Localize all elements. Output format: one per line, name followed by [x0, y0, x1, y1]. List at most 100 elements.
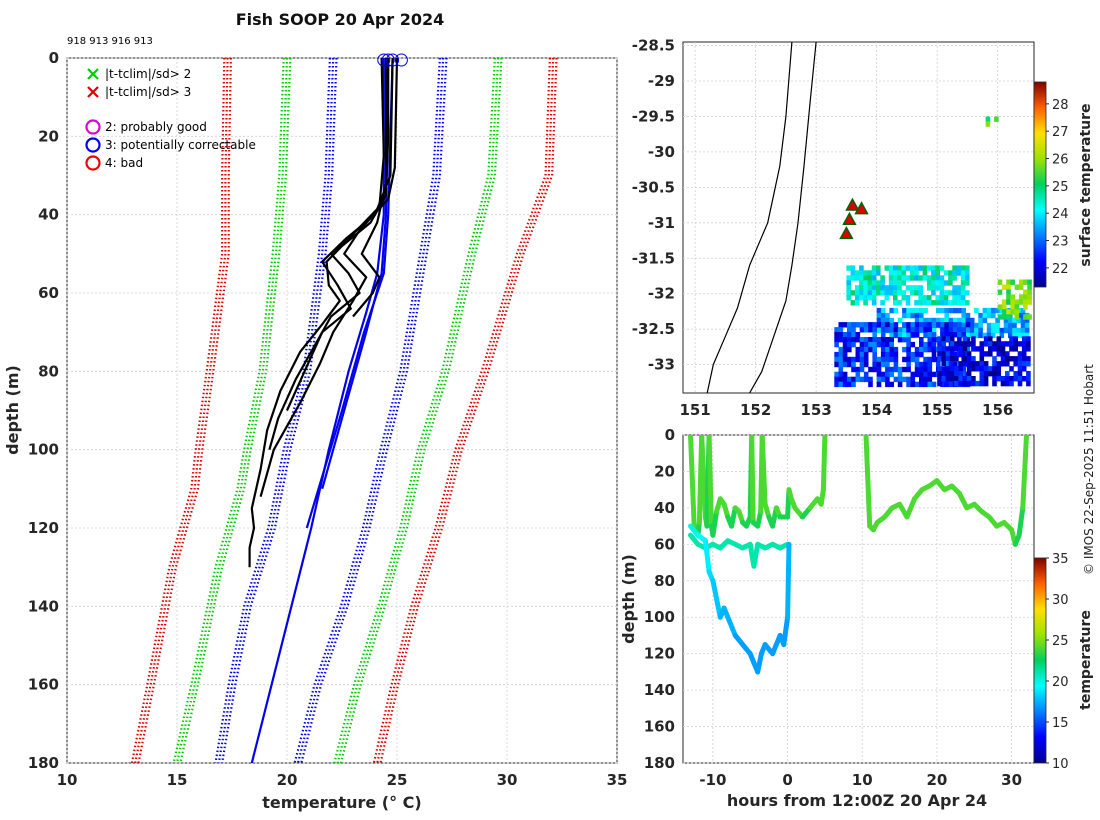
sst-cell [914, 356, 920, 363]
sst-cell [876, 366, 882, 373]
sst-cell [906, 332, 911, 339]
sst-cell [952, 300, 957, 306]
sst-cell [982, 317, 988, 324]
sst-cell [962, 356, 968, 362]
legend-label: |t-tclim|/sd> 2 [105, 67, 191, 81]
sst-cell [958, 366, 963, 372]
sst-cell [880, 285, 885, 291]
sst-cell [958, 341, 963, 347]
map-y-tick-label: -33 [648, 356, 675, 374]
depth-track-segment [777, 541, 791, 551]
sst-cell [876, 317, 882, 324]
sst-cell [863, 270, 868, 276]
sst-cell [1021, 356, 1027, 362]
sst-cell [996, 366, 1002, 372]
map-y-tick-label: -31 [648, 214, 675, 232]
sst-cell [978, 312, 983, 319]
sst-cell [910, 322, 916, 328]
sst-cell [991, 332, 996, 339]
sst-cell [937, 356, 942, 362]
timeseries-panel: -10 0 10 20 30 0 20 40 60 80 100 120 140 160 180 10 15… [619, 426, 1094, 810]
sst-cell [855, 356, 861, 363]
sst-cell [876, 270, 881, 276]
sst-cell [952, 317, 958, 324]
timeseries-y-tick-label: 40 [654, 499, 675, 517]
timeseries-colorbar-tick-label: 30 [1052, 593, 1069, 608]
sst-cell [943, 300, 949, 306]
sst-cell [851, 337, 856, 343]
sst-cell [940, 307, 945, 314]
sst-cell [1017, 371, 1023, 377]
sst-cell [897, 337, 903, 343]
sst-cell [880, 351, 886, 358]
sst-cell [1005, 341, 1010, 347]
sst-cell [888, 270, 894, 276]
sst-cell [914, 346, 920, 353]
sst-cell [919, 317, 924, 324]
sst-cell [986, 322, 992, 329]
sst-cell [1012, 317, 1017, 324]
sst-cell [872, 327, 877, 333]
sst-cell [906, 361, 911, 368]
sst-cell [1010, 304, 1015, 310]
sst-cell [885, 312, 890, 319]
sst-cell [1005, 361, 1010, 367]
sst-cell [889, 337, 894, 343]
sst-cell [847, 322, 852, 328]
sst-cell [979, 371, 985, 377]
sst-cell [1006, 294, 1011, 300]
sst-cell [902, 376, 907, 383]
sst-cell [1023, 289, 1028, 295]
black-profiles [248, 58, 399, 568]
sst-cell [975, 366, 980, 372]
sst-cell [945, 346, 951, 352]
sst-cell [960, 265, 966, 271]
sst-cell [944, 361, 949, 368]
sst-cell [1008, 317, 1013, 324]
sst-cell [859, 327, 865, 333]
sst-cell [893, 295, 898, 301]
sst-cell [847, 376, 852, 383]
sst-cell [992, 361, 997, 367]
sst-cell [978, 317, 983, 324]
sst-cell [1001, 299, 1007, 305]
sst-cell [902, 356, 907, 363]
timeseries-y-tick-label: 140 [644, 681, 675, 699]
sst-cell [931, 275, 936, 281]
sst-cell [952, 322, 958, 328]
sst-cell [1027, 289, 1032, 295]
sst-cell [859, 341, 865, 348]
sst-cell [974, 327, 979, 334]
sst-cell [952, 265, 957, 271]
sst-cell [906, 381, 911, 388]
sst-cell [962, 341, 968, 347]
sst-cell [885, 361, 890, 368]
sst-cell [961, 307, 966, 314]
sst-cell [885, 327, 890, 333]
sst-cell [979, 351, 985, 357]
sst-cell [885, 341, 890, 348]
sst-cell [931, 317, 937, 324]
sst-cell [949, 366, 955, 372]
sst-cell [842, 322, 848, 328]
sst-cell [960, 280, 966, 286]
sst-cell [897, 381, 903, 388]
sst-cell [847, 332, 852, 338]
sst-cell [846, 290, 851, 296]
sst-cell [910, 341, 916, 348]
sst-cell [838, 332, 844, 338]
sst-cell [948, 307, 954, 314]
sst-cell [1001, 304, 1007, 310]
sst-cell [1016, 317, 1021, 324]
sst-cell [948, 270, 953, 276]
sst-cell [893, 285, 898, 291]
sst-cell [838, 371, 844, 378]
sst-cell [923, 361, 928, 368]
sst-cell [889, 307, 894, 314]
sst-cell [927, 366, 933, 373]
sst-cell [957, 307, 962, 314]
sst-cell [1021, 366, 1027, 372]
sst-cell [1017, 366, 1023, 372]
sst-cell [889, 322, 894, 329]
sst-cell [943, 295, 949, 301]
